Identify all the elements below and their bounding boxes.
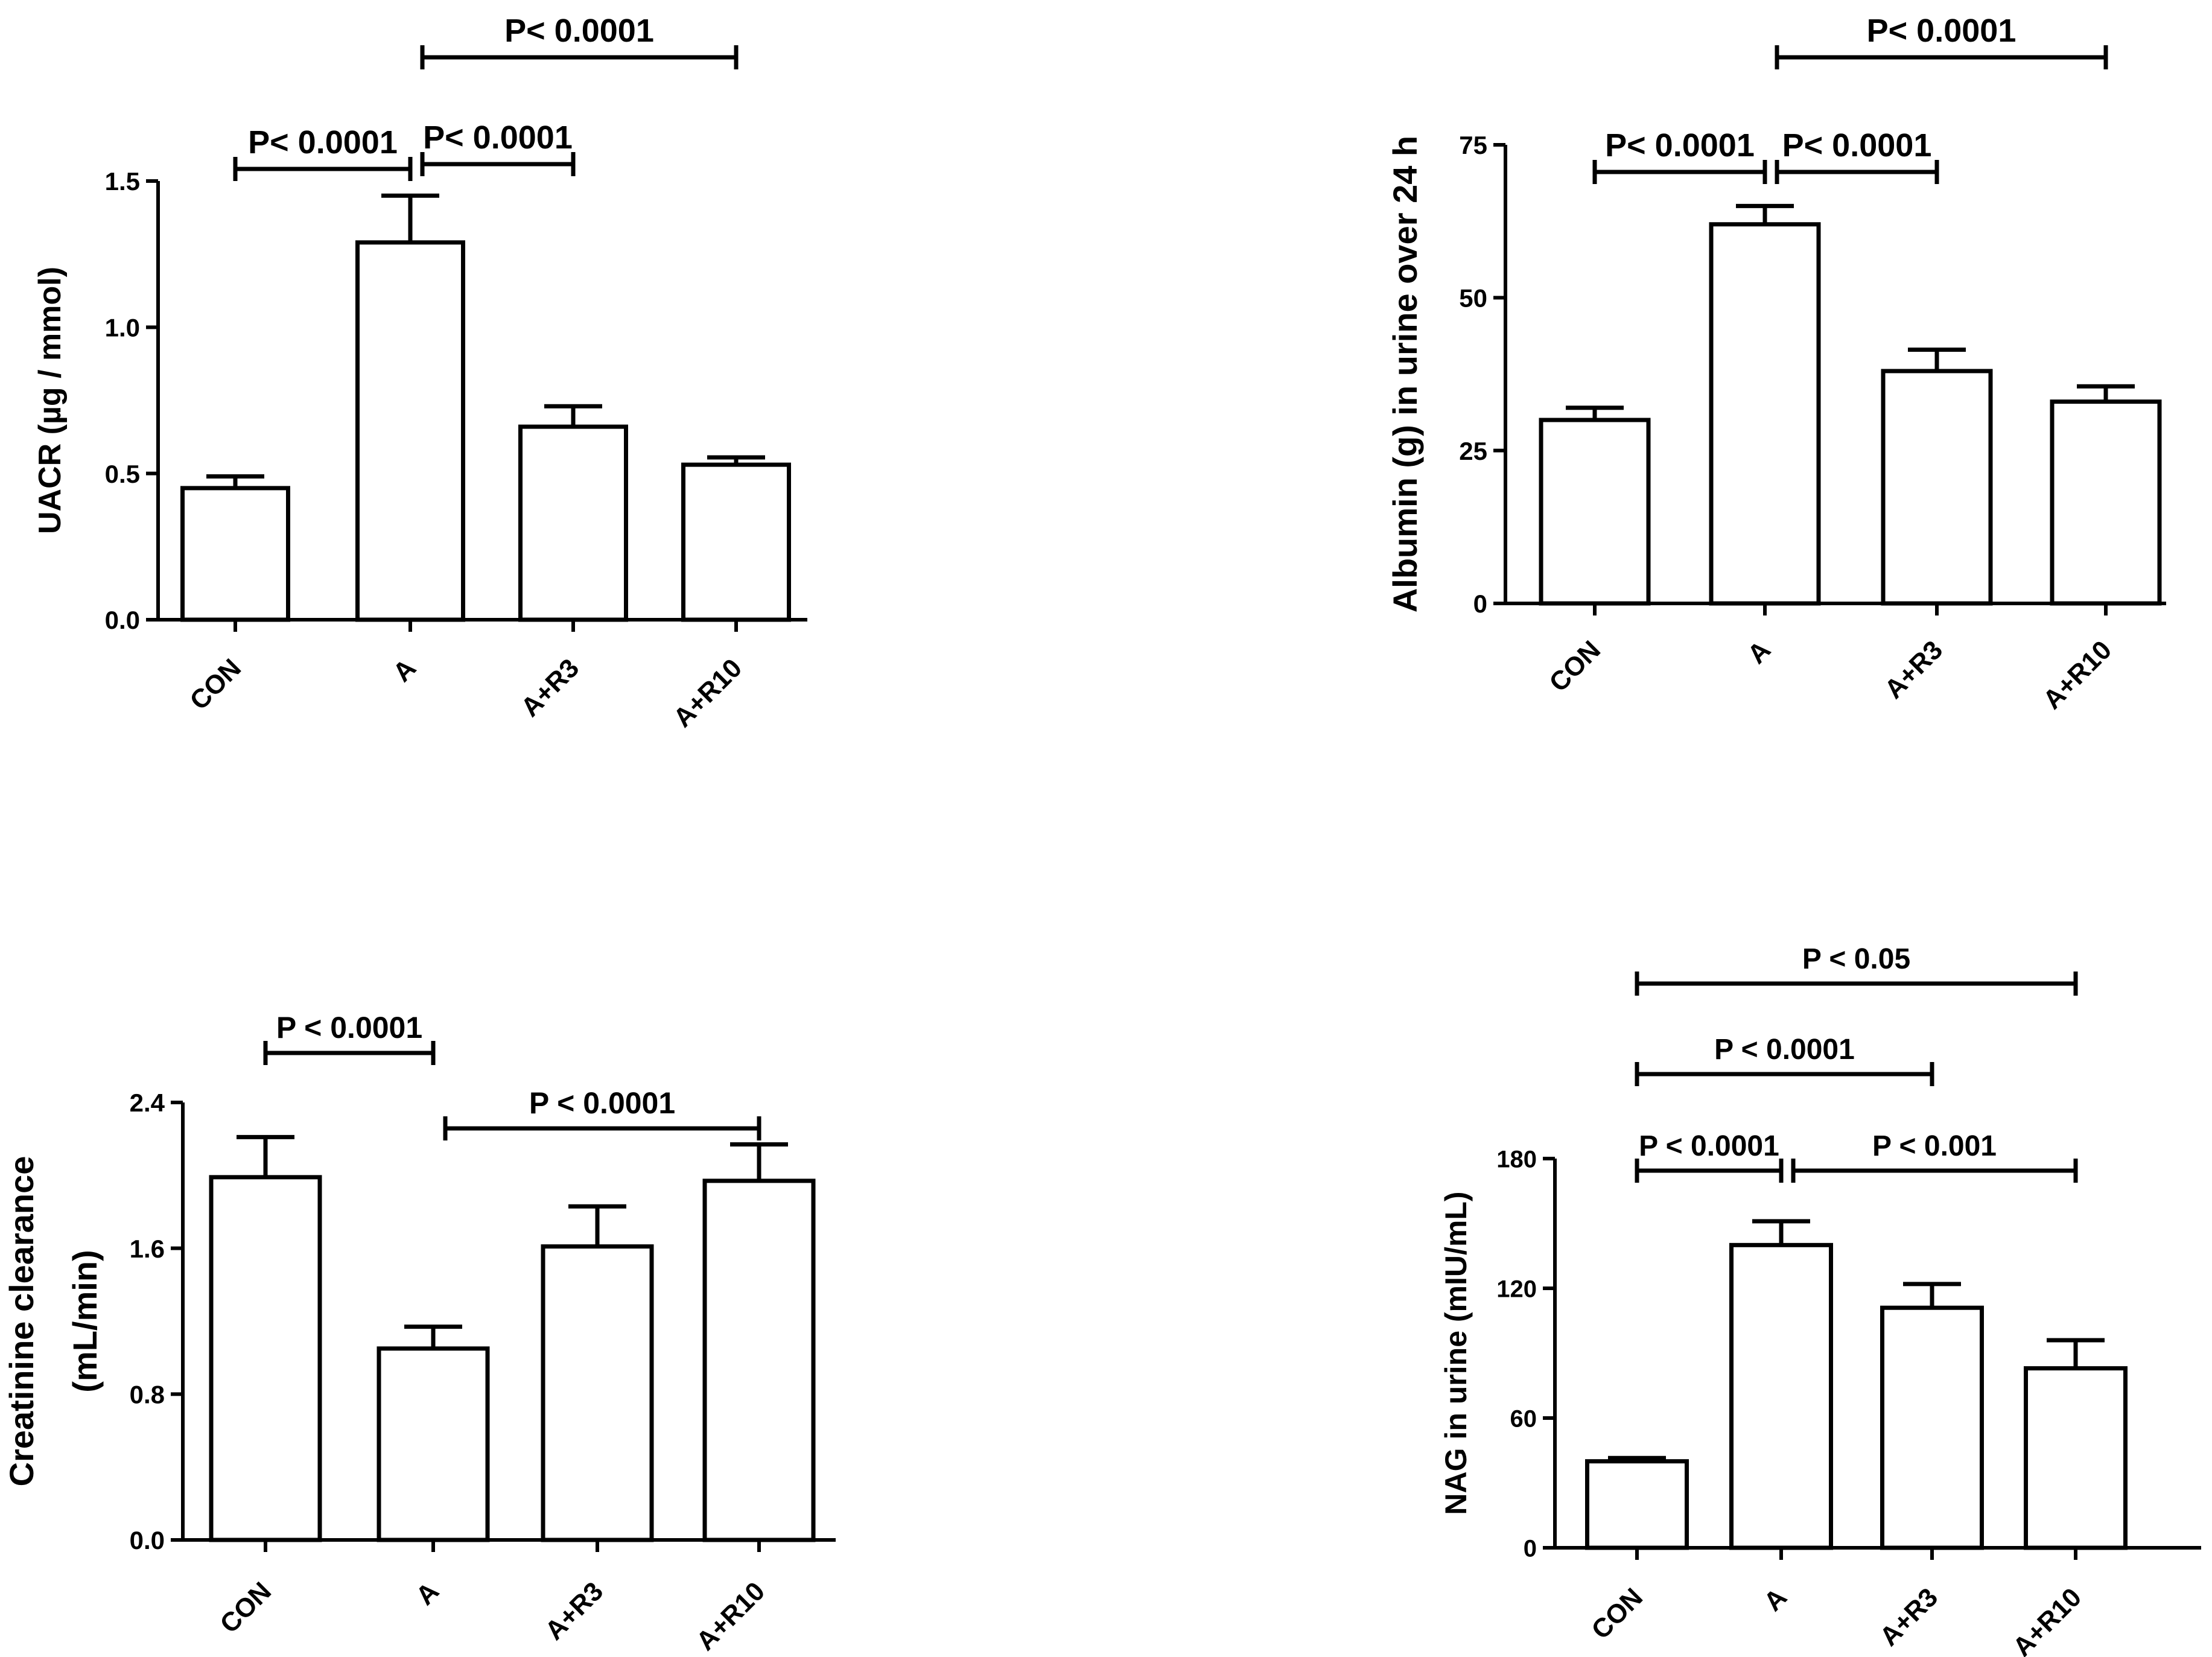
chart1-y-tick-label-3: 75	[1459, 131, 1487, 159]
chart0-y-tick-label-1: 0.5	[105, 460, 140, 488]
chart0-y-tick-label-0: 0.0	[105, 606, 140, 634]
chart2-y-tick-label-2: 1.6	[130, 1235, 165, 1263]
chart1-p-value-label-2: P< 0.0001	[1867, 13, 2017, 49]
chart1-y-axis-label: Albumin (g) in urine over 24 h	[1386, 136, 1424, 612]
chart3-category-label-3: A+R10	[2007, 1582, 2087, 1657]
chart0-y-tick-label-3: 1.5	[105, 167, 140, 196]
chart0-bar-a-plus-r3	[518, 424, 628, 622]
chart1-bar-a	[1709, 222, 1821, 606]
chart3-bar-a-plus-r10	[2024, 1366, 2128, 1550]
chart2-y-tick-label-0: 0.0	[130, 1526, 165, 1554]
chart1-y-tick-label-2: 50	[1459, 284, 1487, 312]
chart1-y-tick-label-0: 0	[1473, 590, 1487, 618]
chart2-category-label-3: A+R10	[691, 1576, 771, 1656]
chart0-p-value-label-1: P< 0.0001	[423, 119, 573, 156]
chart3-y-tick-label-1: 60	[1510, 1405, 1537, 1432]
chart2-y-tick-label-1: 0.8	[130, 1380, 165, 1408]
chart1-category-label-3: A+R10	[2038, 635, 2117, 714]
chart0-bar-a	[355, 240, 465, 622]
chart1-bar-a-plus-r3	[1881, 369, 1993, 606]
chart2-p-value-label-1: P < 0.0001	[529, 1086, 675, 1120]
chart3-category-label-1: A	[1758, 1582, 1793, 1617]
chart3-y-tick-label-0: 0	[1524, 1535, 1537, 1562]
chart0-y-tick-label-2: 1.0	[105, 313, 140, 342]
chart2-bar-con	[209, 1175, 322, 1542]
chart3-y-tick-label-2: 120	[1496, 1276, 1537, 1302]
chart2-category-label-0: CON	[214, 1576, 277, 1639]
chart3-category-label-2: A+R3	[1874, 1582, 1943, 1652]
chart0-p-value-label-2: P< 0.0001	[504, 13, 654, 49]
chart2-y-axis-label-line2: (mL/min)	[66, 1250, 104, 1392]
chart3-bar-con	[1585, 1459, 1689, 1550]
chart1-category-label-0: CON	[1543, 635, 1606, 698]
chart0-bar-a-plus-r10	[681, 462, 791, 622]
chart3-y-axis-label: NAG in urine (mIU/mL)	[1439, 1191, 1473, 1515]
chart0-bar-con	[180, 486, 290, 622]
chart2-bar-a	[377, 1346, 490, 1542]
chart2-bar-a-plus-r10	[702, 1178, 816, 1542]
chart2-p-value-label-0: P < 0.0001	[276, 1011, 422, 1045]
chart3-bar-a	[1729, 1242, 1833, 1550]
chart1-category-label-1: A	[1742, 635, 1776, 669]
chart0-y-axis-label: UACR (µg / mmol)	[33, 267, 68, 534]
chart1-bar-a-plus-r10	[2050, 399, 2162, 606]
chart0-category-label-0: CON	[184, 653, 247, 716]
chart2-y-axis-label: Creatinine clearance	[2, 1156, 40, 1487]
chart1-p-value-label-0: P< 0.0001	[1605, 127, 1755, 164]
chart3-p-value-label-0: P < 0.0001	[1639, 1130, 1779, 1162]
chart2-bar-a-plus-r3	[541, 1244, 654, 1542]
chart2-category-label-2: A+R3	[539, 1576, 609, 1646]
chart3-p-value-label-2: P < 0.0001	[1714, 1034, 1855, 1066]
chart3-y-tick-label-3: 180	[1496, 1146, 1537, 1172]
chart1-p-value-label-1: P< 0.0001	[1782, 127, 1932, 164]
chart0-category-label-2: A+R3	[515, 653, 585, 722]
chart0-category-label-1: A	[387, 653, 422, 687]
chart3-bar-a-plus-r3	[1880, 1305, 1984, 1550]
chart0-p-value-label-0: P< 0.0001	[248, 124, 398, 161]
chart2-y-tick-label-3: 2.4	[130, 1089, 165, 1117]
chart0-category-label-3: A+R10	[668, 653, 748, 733]
chart3-category-label-0: CON	[1586, 1582, 1648, 1645]
chart1-bar-con	[1539, 418, 1651, 606]
chart2-category-label-1: A	[410, 1576, 445, 1611]
chart3-p-value-label-1: P < 0.001	[1872, 1130, 1997, 1162]
chart1-y-tick-label-1: 25	[1459, 437, 1487, 465]
chart3-p-value-label-3: P < 0.05	[1802, 943, 1910, 975]
chart1-category-label-2: A+R3	[1879, 635, 1948, 704]
